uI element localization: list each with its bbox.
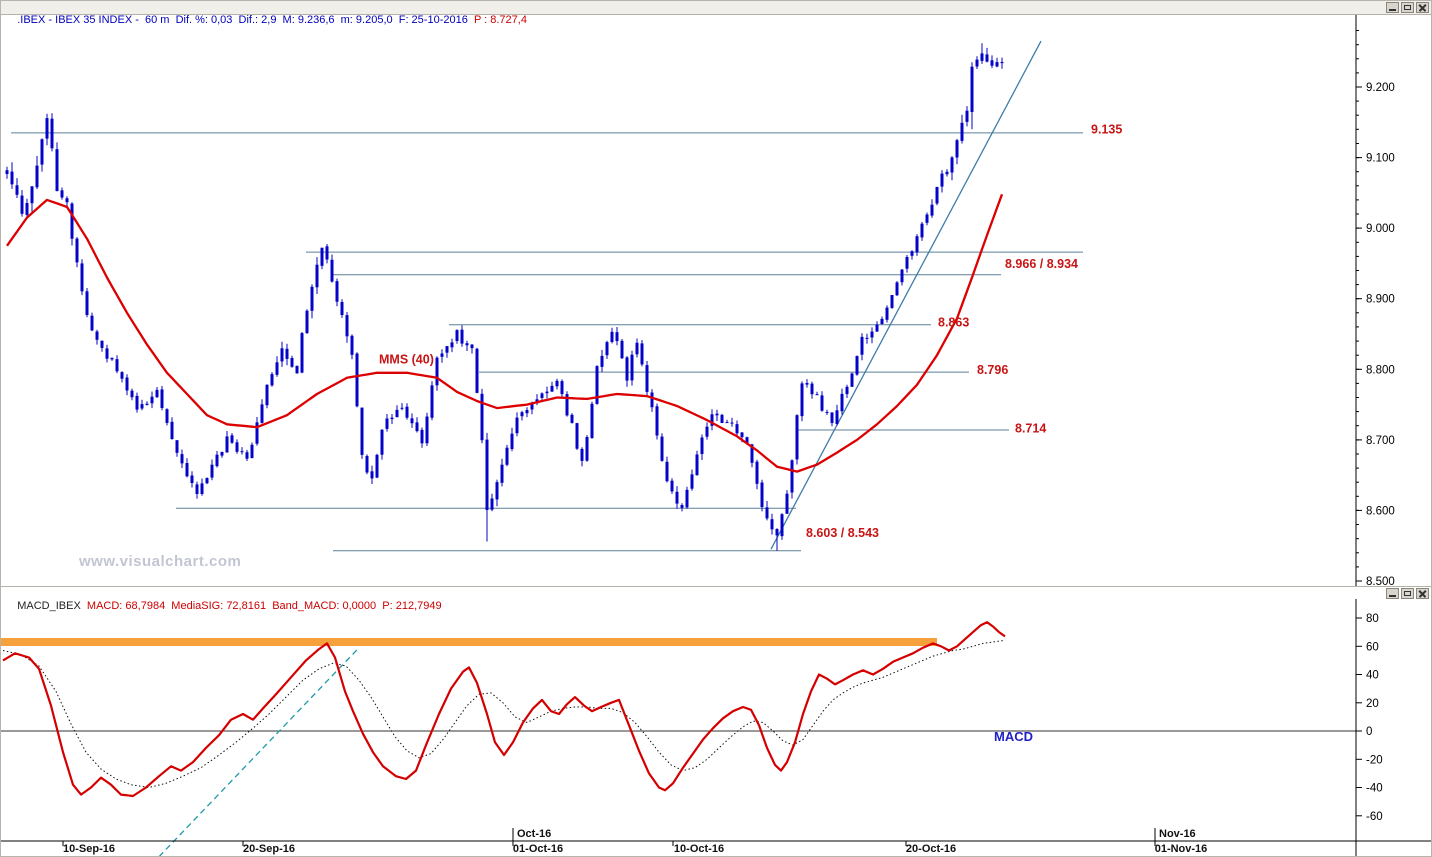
close-icon[interactable] [1416,588,1429,599]
time-label: 10-Oct-16 [673,843,725,855]
band-macd [1,638,937,646]
mms40-line[interactable] [6,193,1004,473]
series-mediasig-line[interactable] [2,640,1004,788]
level-label: 8.603 / 8.543 [806,526,879,540]
mms40-label: MMS (40) [379,352,434,366]
macd-tick-label: 0 [1366,726,1372,738]
level-label: 8.966 / 8.934 [1005,257,1078,271]
level-label: 8.796 [977,363,1008,377]
macd-tick-label: -20 [1366,754,1383,766]
macd-tick-label: 80 [1366,613,1379,625]
level-label: 9.135 [1091,122,1122,136]
time-label: 01-Nov-16 [1154,843,1208,855]
restore-icon[interactable] [1401,588,1414,599]
time-axis[interactable]: 10-Sep-16 20-Sep-16 01-Oct-16 10-Oct-16 20-O… [1,843,1431,856]
macd-pane-header: MACD_IBEX MACD: 68,7984 MediaSIG: 72,816… [1,586,1431,612]
close-icon[interactable] [1416,2,1429,13]
macd-tick-label: 60 [1366,641,1379,653]
price-chart-canvas[interactable]: www.visualchart.com MMS (40) 9.135 8.966 / … [1,15,1432,586]
restore-icon[interactable] [1401,2,1414,13]
price-tick-label: 9.200 [1366,82,1395,94]
minimize-icon[interactable] [1386,588,1399,599]
macd-tick-label: 20 [1366,698,1379,710]
price-tick-label: 8.900 [1366,294,1395,306]
price-tick-label: 8.800 [1366,364,1395,376]
time-label: 10-Sep-16 [63,843,115,855]
chart-title: .IBEX - IBEX 35 INDEX - 60 m Dif. %: 0,0… [17,14,474,26]
macd-indicator-name: MACD_IBEX [17,600,87,612]
macd-tick-label: -40 [1366,783,1383,795]
series-macd-line[interactable] [2,621,1006,798]
candlesticks [5,43,1004,551]
price-pane-header: .IBEX - IBEX 35 INDEX - 60 m Dif. %: 0,0… [1,1,1431,26]
time-label: 20-Sep-16 [243,843,295,855]
window-controls [1386,588,1429,599]
price-tick-label: 9.100 [1366,153,1395,165]
chart-last-price: P : 8.727,4 [473,14,527,26]
time-label: 20-Oct-16 [905,843,957,855]
macd-panel-label: MACD [994,729,1033,744]
macd-indicator-p: P: 212,7949 [382,600,442,612]
window-controls [1386,2,1429,13]
guide-trendline[interactable] [158,647,360,857]
time-label: 01-Oct-16 [512,843,564,855]
price-tick-label: 8.700 [1366,435,1395,447]
macd-tick-label: 40 [1366,670,1379,682]
price-tick-label: 9.000 [1366,223,1395,235]
level-label: 8.863 [938,316,969,330]
price-axis[interactable]: 9.200 9.100 9.000 8.900 8.800 8.700 8.600 8.500 [1355,15,1395,586]
macd-chart-canvas[interactable]: MACD 80 60 40 20 0 -20 -40 -60 Oct-16 Nov-16 [1,599,1432,857]
level-label: 8.714 [1015,422,1046,436]
minimize-icon[interactable] [1386,2,1399,13]
price-tick-label: 8.600 [1366,505,1395,517]
macd-axis[interactable]: 80 60 40 20 0 -20 -40 -60 [1355,599,1383,857]
watermark: www.visualchart.com [78,553,241,570]
macd-indicator-values: MACD: 68,7984 MediaSIG: 72,8161 Band_MAC… [86,600,383,612]
support-resistance-lines [11,132,1083,552]
macd-tick-label: -60 [1366,811,1383,823]
trendline[interactable] [770,40,1042,550]
month-label: Oct-16 [517,828,551,840]
month-label: Nov-16 [1159,828,1196,840]
time-axis-line[interactable]: Oct-16 Nov-16 [1,828,1432,846]
price-tick-label: 8.500 [1366,576,1395,586]
